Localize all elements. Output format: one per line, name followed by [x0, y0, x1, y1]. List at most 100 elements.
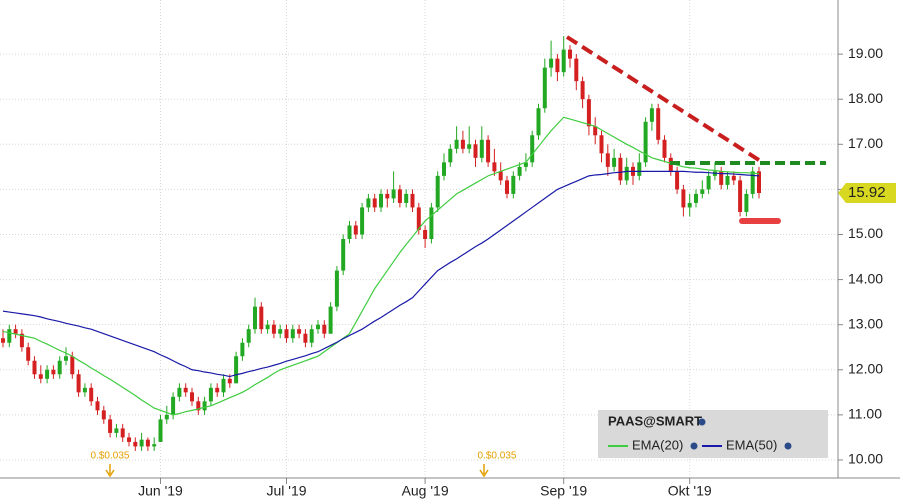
candle-body: [234, 356, 239, 384]
y-tick-label: 19.00: [848, 45, 883, 61]
candle-body: [164, 414, 169, 420]
candle-body: [145, 439, 150, 447]
candle-body: [334, 270, 339, 307]
x-tick-label: Sep '19: [540, 483, 587, 499]
legend-icon[interactable]: [784, 442, 792, 450]
candle-body: [435, 175, 440, 208]
candle-body: [45, 369, 50, 379]
candle-body: [505, 180, 509, 194]
candle-body: [246, 329, 251, 343]
candle-body: [542, 67, 547, 109]
candle-body: [101, 410, 106, 420]
candle-body: [700, 189, 705, 194]
x-tick-label: Aug '19: [402, 483, 449, 499]
legend-title: PAAS@SMART: [608, 413, 702, 428]
candle-body: [750, 171, 755, 194]
y-tick-label: 17.00: [848, 135, 883, 151]
candle-body: [391, 189, 396, 199]
candle-body: [618, 157, 623, 181]
candle-body: [215, 387, 220, 393]
candle-body: [139, 439, 144, 447]
legend-label: EMA(20): [632, 437, 683, 452]
candle-body: [82, 387, 87, 393]
candle-body: [662, 139, 667, 158]
candle-body: [152, 444, 157, 447]
candle-body: [19, 333, 24, 348]
candle-body: [681, 189, 686, 208]
candle-body: [227, 378, 232, 384]
candle-body: [221, 378, 226, 393]
candle-body: [265, 324, 270, 330]
candle-body: [731, 175, 736, 181]
legend: PAAS@SMART EMA(20) EMA(50): [598, 410, 828, 458]
candle-body: [416, 207, 421, 230]
candle-body: [7, 329, 12, 343]
candle-body: [379, 193, 383, 208]
candle-body: [271, 324, 276, 334]
x-tick-label: Jun '19: [138, 483, 183, 499]
candle-body: [171, 396, 176, 415]
candle-body: [523, 162, 528, 167]
candle-body: [467, 144, 472, 149]
dividend-label: 0.$0.035: [478, 451, 517, 462]
ema-line: [2, 170, 760, 378]
candle-body: [656, 108, 661, 140]
candle-body: [347, 225, 352, 239]
candle-body: [208, 387, 213, 402]
candle-body: [177, 387, 182, 397]
candle-body: [473, 144, 478, 158]
x-tick-label: Okt '19: [668, 483, 712, 499]
y-tick-label: 13.00: [848, 315, 883, 331]
plot: [1, 36, 761, 451]
y-tick-label: 14.00: [848, 270, 883, 286]
y-tick-label: 15.00: [848, 225, 883, 241]
candle-body: [404, 193, 409, 203]
candle-body: [190, 392, 194, 402]
candle-body: [725, 175, 730, 185]
candle-body: [240, 342, 245, 357]
dividend-label: 0.$0.035: [91, 451, 130, 462]
candle-body: [309, 329, 314, 343]
candle-body: [13, 329, 18, 334]
candle-body: [530, 135, 535, 163]
candle-body: [127, 437, 131, 442]
y-tick-label: 11.00: [848, 406, 882, 422]
candle-body: [202, 401, 207, 411]
ema-line: [2, 116, 760, 416]
candle-body: [460, 139, 465, 149]
candle-body: [605, 153, 610, 167]
candle-body: [108, 419, 113, 433]
candle-body: [637, 162, 642, 176]
candle-body: [624, 166, 629, 181]
candle-body: [568, 49, 572, 59]
candle-body: [284, 329, 289, 339]
candle-body: [297, 329, 302, 334]
candle-body: [38, 374, 43, 379]
dividend-arrow: [479, 464, 489, 478]
y-tick-label: 18.00: [848, 90, 883, 106]
candle-body: [372, 198, 377, 208]
candle-body: [511, 175, 516, 194]
candle-body: [757, 171, 761, 194]
candle-body: [448, 148, 453, 163]
candle-body: [561, 49, 566, 73]
candle-body: [706, 175, 711, 190]
candle-body: [95, 401, 100, 411]
candle-body: [158, 419, 163, 442]
candle-body: [290, 329, 295, 339]
candle-body: [719, 171, 724, 185]
trend-line: [565, 35, 764, 164]
candle-body: [278, 329, 283, 334]
candle-body: [89, 387, 94, 402]
candle-body: [196, 401, 201, 411]
candle-body: [593, 126, 598, 136]
legend-icon[interactable]: [698, 418, 706, 426]
candle-body: [32, 360, 37, 375]
candle-body: [549, 58, 554, 68]
legend-icon[interactable]: [690, 442, 698, 450]
candle-body: [57, 360, 62, 375]
candle-body: [328, 306, 333, 334]
candle-body: [322, 324, 327, 334]
candle-body: [429, 207, 434, 239]
